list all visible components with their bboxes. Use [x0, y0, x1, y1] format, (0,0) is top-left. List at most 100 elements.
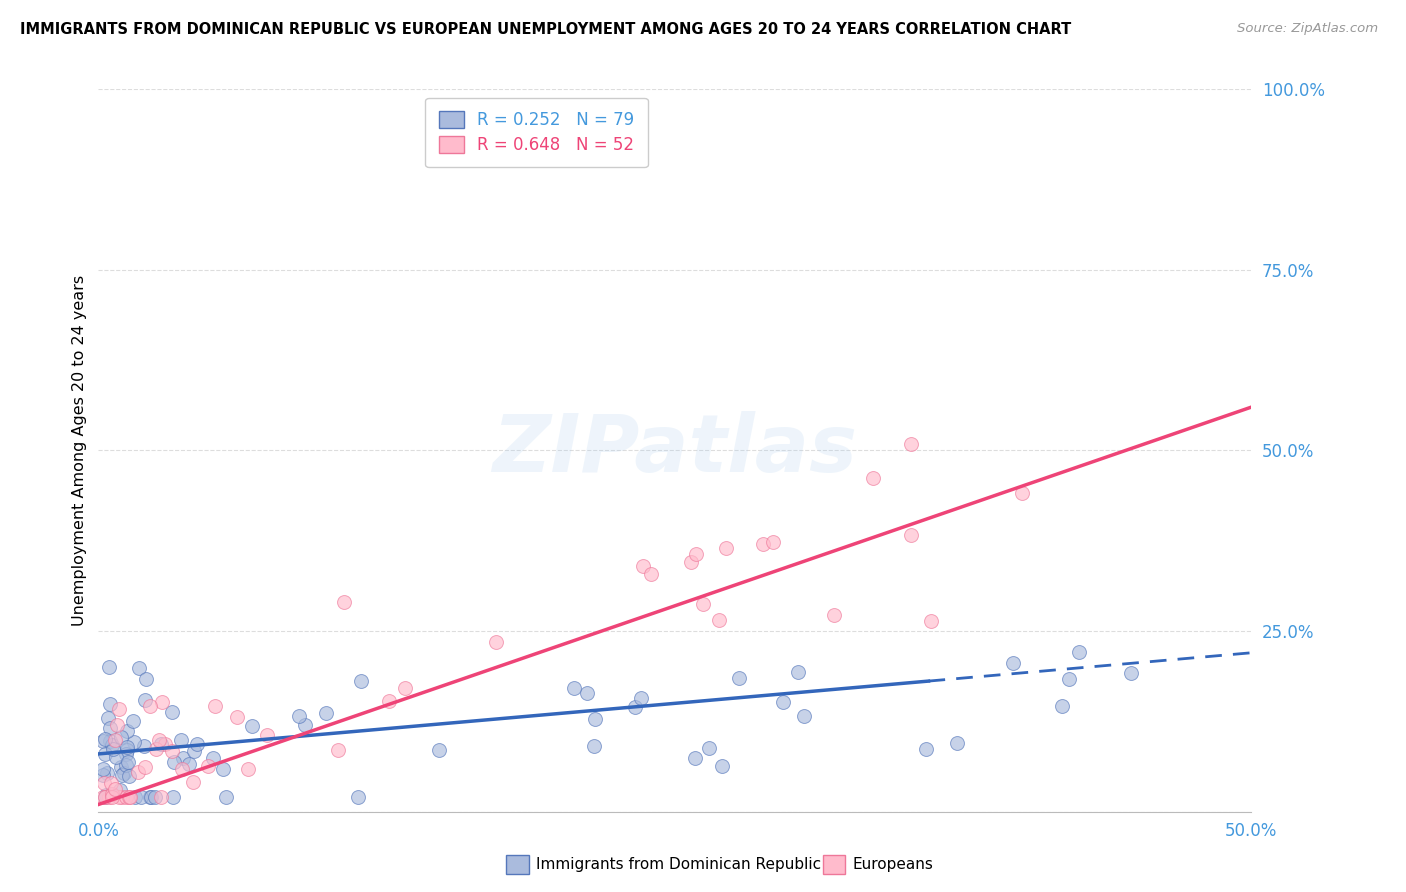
Point	[96, 789, 118, 803]
Point	[583, 712, 606, 726]
Point	[98, 733, 121, 747]
Point	[920, 614, 942, 628]
Point	[98, 790, 121, 805]
Point	[685, 751, 707, 765]
Point	[350, 674, 373, 689]
Point	[135, 672, 157, 686]
Point	[148, 733, 170, 747]
Point	[326, 743, 349, 757]
Point	[786, 665, 808, 679]
Point	[256, 728, 278, 742]
Point	[692, 597, 714, 611]
Point	[104, 732, 127, 747]
Point	[94, 731, 117, 746]
Point	[333, 595, 356, 609]
Point	[752, 537, 775, 551]
Point	[111, 768, 134, 782]
Point	[204, 699, 226, 714]
Point	[762, 535, 785, 549]
Point	[100, 739, 122, 753]
Point	[429, 742, 451, 756]
Point	[900, 527, 922, 541]
Point	[134, 760, 156, 774]
Point	[315, 706, 337, 720]
Point	[124, 790, 146, 805]
Point	[104, 750, 127, 764]
Text: Immigrants from Dominican Republic: Immigrants from Dominican Republic	[536, 857, 821, 871]
Point	[685, 547, 707, 561]
Point	[162, 790, 184, 805]
Text: Europeans: Europeans	[852, 857, 934, 871]
Point	[114, 747, 136, 762]
Point	[1050, 698, 1073, 713]
Point	[160, 706, 183, 720]
Point	[101, 790, 124, 805]
Point	[117, 743, 139, 757]
Point	[111, 790, 134, 805]
Point	[112, 765, 135, 780]
Point	[128, 660, 150, 674]
Point	[117, 756, 139, 770]
Point	[139, 790, 162, 805]
Point	[100, 787, 122, 801]
Point	[143, 790, 166, 805]
Point	[122, 714, 145, 728]
Point	[127, 765, 149, 780]
Point	[177, 757, 200, 772]
Point	[225, 709, 247, 723]
Point	[138, 790, 160, 805]
Point	[107, 790, 129, 805]
Point	[699, 741, 721, 756]
Point	[238, 762, 260, 776]
Point	[115, 723, 138, 738]
Point	[98, 721, 121, 735]
Point	[630, 691, 652, 706]
Point	[1067, 645, 1090, 659]
Point	[240, 719, 263, 733]
Point	[108, 782, 131, 797]
Point	[378, 694, 401, 708]
Point	[114, 790, 136, 805]
Point	[212, 762, 235, 776]
Point	[91, 768, 114, 782]
Point	[215, 790, 238, 805]
Point	[104, 782, 127, 797]
Point	[122, 735, 145, 749]
Point	[294, 718, 316, 732]
Point	[129, 790, 152, 805]
Point	[105, 718, 128, 732]
Point	[624, 700, 647, 714]
Text: IMMIGRANTS FROM DOMINICAN REPUBLIC VS EUROPEAN UNEMPLOYMENT AMONG AGES 20 TO 24 : IMMIGRANTS FROM DOMINICAN REPUBLIC VS EU…	[20, 22, 1071, 37]
Point	[100, 776, 122, 790]
Point	[162, 743, 184, 757]
Point	[115, 740, 138, 755]
Point	[132, 739, 155, 753]
Point	[96, 765, 118, 780]
Point	[631, 559, 654, 574]
Text: ZIPatlas: ZIPatlas	[492, 411, 858, 490]
Point	[107, 702, 129, 716]
Point	[287, 708, 309, 723]
Point	[862, 471, 884, 485]
Point	[576, 686, 599, 700]
Point	[1011, 486, 1033, 500]
Point	[163, 755, 186, 769]
Point	[945, 736, 967, 750]
Point	[582, 739, 605, 754]
Point	[640, 566, 662, 581]
Legend: R = 0.252   N = 79, R = 0.648   N = 52: R = 0.252 N = 79, R = 0.648 N = 52	[426, 97, 648, 167]
Point	[139, 699, 162, 714]
Point	[94, 790, 117, 805]
Point	[118, 769, 141, 783]
Point	[115, 757, 138, 772]
Point	[150, 790, 173, 805]
Point	[101, 742, 124, 756]
Point	[170, 732, 193, 747]
Point	[197, 759, 219, 773]
Point	[181, 775, 204, 789]
Point	[347, 790, 370, 805]
Point	[823, 607, 845, 622]
Point	[772, 695, 794, 709]
Point	[110, 760, 132, 774]
Point	[91, 733, 114, 747]
